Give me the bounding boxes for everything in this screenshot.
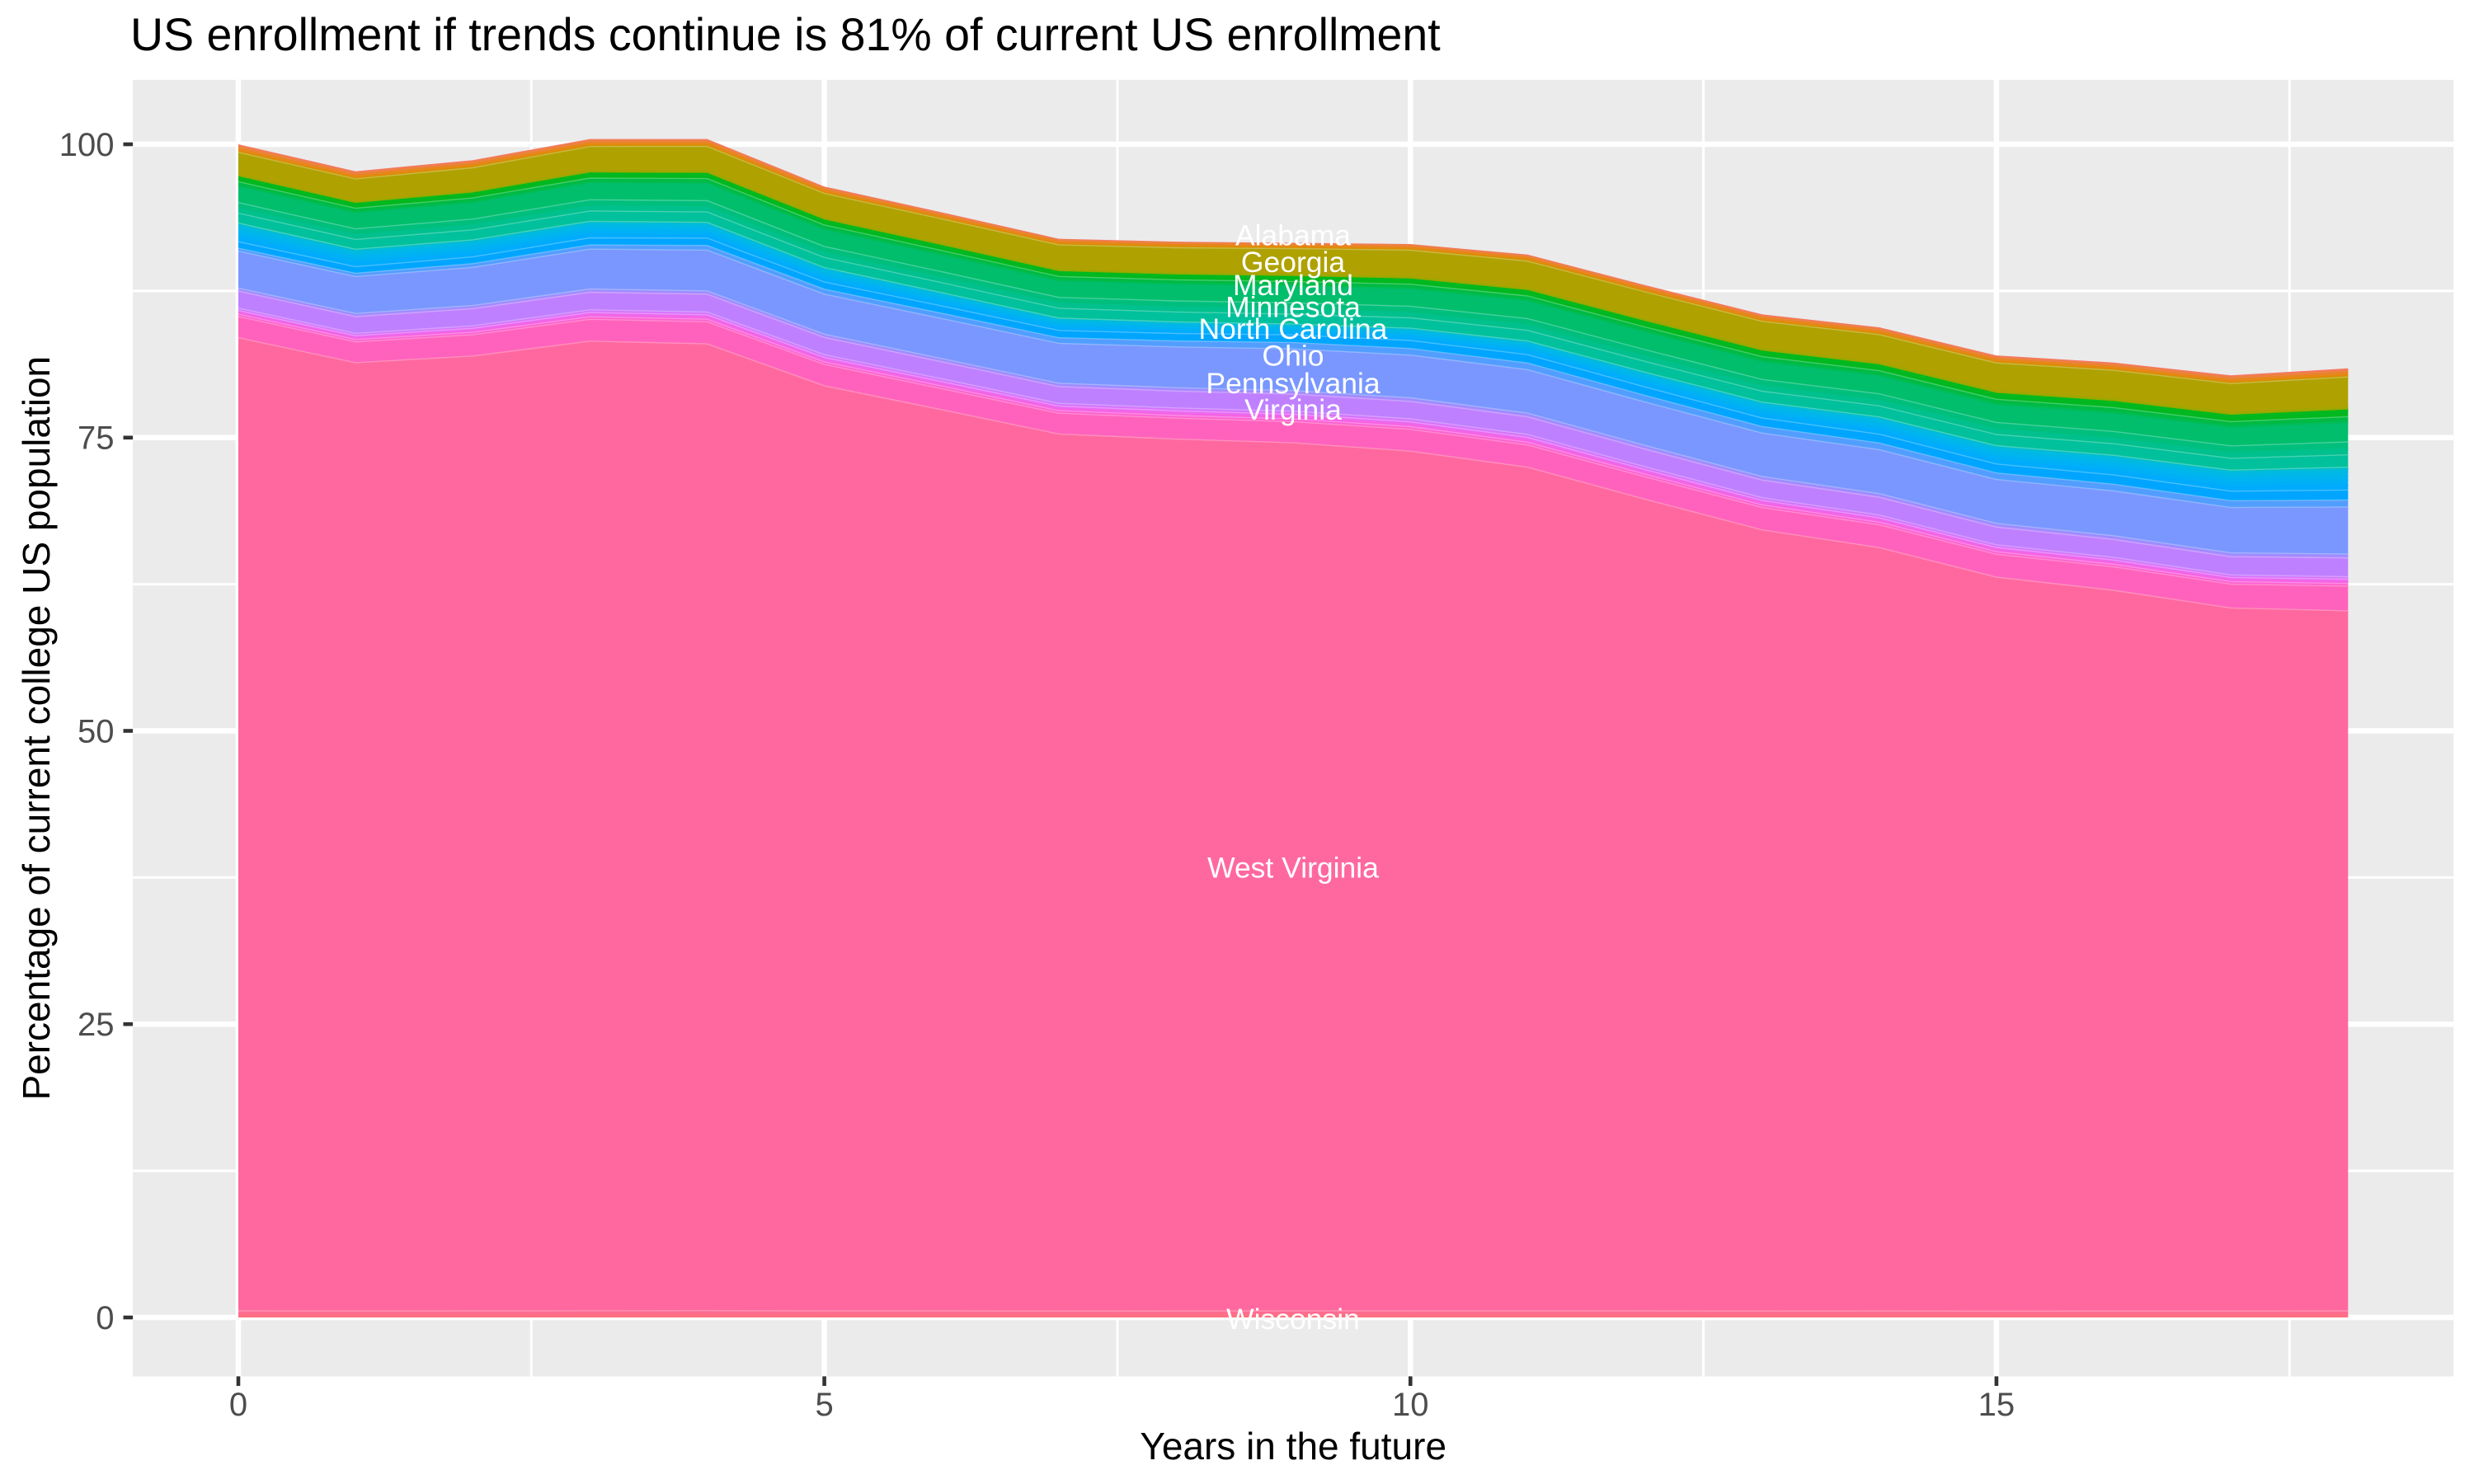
svg-text:US enrollment if trends contin: US enrollment if trends continue is 81% … xyxy=(130,9,1441,60)
svg-text:0: 0 xyxy=(229,1387,247,1423)
svg-text:10: 10 xyxy=(1392,1387,1429,1423)
svg-text:Georgia: Georgia xyxy=(1241,246,1346,279)
svg-text:25: 25 xyxy=(78,1007,115,1043)
svg-text:Years in the future: Years in the future xyxy=(1140,1425,1446,1468)
svg-text:50: 50 xyxy=(78,713,115,749)
svg-text:Ohio: Ohio xyxy=(1263,340,1324,373)
svg-text:Virginia: Virginia xyxy=(1244,393,1342,426)
svg-text:5: 5 xyxy=(815,1387,833,1423)
svg-text:Maryland: Maryland xyxy=(1233,269,1353,302)
svg-text:Minnesota: Minnesota xyxy=(1225,290,1361,323)
svg-text:0: 0 xyxy=(96,1300,114,1336)
svg-text:Wisconsin: Wisconsin xyxy=(1226,1303,1360,1336)
svg-text:100: 100 xyxy=(59,127,115,163)
svg-text:West Virginia: West Virginia xyxy=(1207,852,1379,885)
svg-text:Alabama: Alabama xyxy=(1235,219,1351,252)
svg-text:Pennsylvania: Pennsylvania xyxy=(1206,367,1380,400)
svg-text:75: 75 xyxy=(78,420,115,457)
svg-text:Percentage of current college: Percentage of current college US populat… xyxy=(15,356,58,1101)
svg-text:North Carolina: North Carolina xyxy=(1199,312,1388,345)
svg-text:15: 15 xyxy=(1978,1387,2015,1423)
